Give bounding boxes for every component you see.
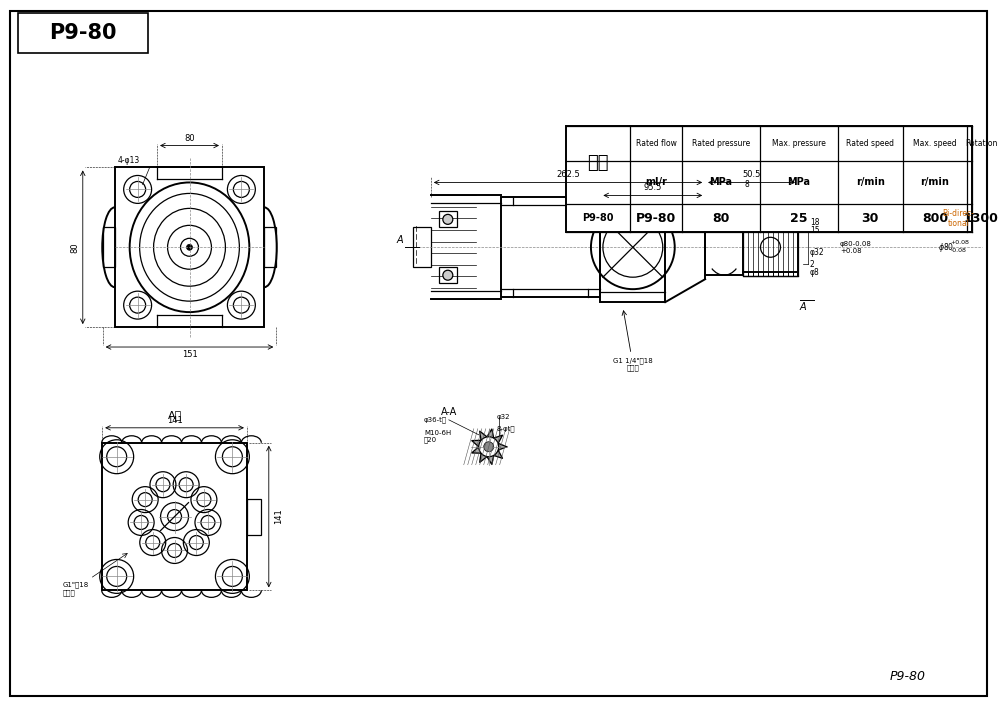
Text: Max. pressure: Max. pressure (772, 139, 826, 148)
Text: Max. speed: Max. speed (913, 139, 957, 148)
Text: $\phi$80: $\phi$80 (938, 241, 954, 254)
Text: G1 1/4"管18
进油口: G1 1/4"管18 进油口 (613, 311, 653, 371)
Text: 8-φt吔: 8-φt吔 (497, 426, 515, 433)
Circle shape (484, 442, 494, 452)
Text: G1"管18
出油口: G1"管18 出油口 (62, 554, 127, 595)
Text: M10-6H
深20: M10-6H 深20 (424, 430, 451, 443)
Bar (439, 267, 457, 284)
Text: A-A: A-A (441, 407, 457, 417)
Text: 80: 80 (71, 242, 80, 252)
Text: φ80-0.08
+0.08: φ80-0.08 +0.08 (840, 241, 872, 254)
Text: P9-80: P9-80 (582, 214, 614, 223)
Text: 8: 8 (745, 180, 749, 189)
Text: φ8: φ8 (810, 268, 820, 276)
Bar (115, 168, 264, 327)
Text: Rated pressure: Rated pressure (692, 139, 750, 148)
Bar (566, 126, 972, 233)
Text: φ32: φ32 (810, 247, 824, 257)
Text: φ36-t吔: φ36-t吔 (424, 417, 447, 423)
Circle shape (479, 437, 499, 457)
Text: 80: 80 (712, 212, 730, 225)
Text: -0.08: -0.08 (951, 247, 966, 253)
Text: 800: 800 (922, 212, 948, 225)
Text: r/min: r/min (856, 177, 885, 187)
Text: 15: 15 (810, 226, 819, 235)
Bar (18, 13, 148, 53)
Circle shape (443, 214, 453, 224)
Bar (743, 218, 798, 276)
Text: P9-80: P9-80 (636, 212, 676, 225)
Text: A向: A向 (167, 410, 182, 420)
Polygon shape (472, 429, 507, 464)
Text: 型号: 型号 (587, 153, 609, 172)
Bar (102, 443, 247, 590)
Bar (103, 228, 115, 267)
Bar (413, 228, 431, 267)
Text: 1300: 1300 (964, 212, 999, 225)
Text: 4-φ13: 4-φ13 (118, 156, 140, 165)
Text: 2: 2 (810, 259, 815, 269)
Text: Bi-direc-
tional: Bi-direc- tional (943, 209, 974, 228)
Text: ml/r: ml/r (645, 177, 667, 187)
Text: P9-80: P9-80 (49, 23, 117, 43)
Text: 151: 151 (182, 350, 197, 359)
Text: Rotation: Rotation (965, 139, 998, 148)
Text: +0.08: +0.08 (951, 240, 969, 245)
Text: A: A (396, 235, 403, 245)
Text: P9-80: P9-80 (890, 670, 926, 683)
Circle shape (187, 245, 192, 250)
Text: 18: 18 (810, 218, 819, 227)
Text: 141: 141 (274, 509, 283, 525)
Bar (439, 211, 457, 228)
Text: 30: 30 (862, 212, 879, 225)
Text: 262.5: 262.5 (556, 170, 580, 180)
Bar (705, 219, 743, 275)
Text: Rated speed: Rated speed (846, 139, 894, 148)
Text: 25: 25 (790, 212, 808, 225)
Text: 80: 80 (184, 134, 195, 143)
Text: A: A (800, 302, 807, 312)
Bar (264, 228, 276, 267)
Text: 95.5: 95.5 (644, 183, 662, 192)
Text: 141: 141 (167, 416, 182, 425)
Text: 50.5: 50.5 (742, 170, 761, 180)
Bar (501, 197, 600, 297)
Text: r/min: r/min (921, 177, 949, 187)
Bar (600, 192, 665, 302)
Text: φ32: φ32 (497, 414, 510, 420)
Bar (247, 498, 261, 534)
Text: Rated flow: Rated flow (636, 139, 677, 148)
Text: MPa: MPa (787, 177, 810, 187)
Circle shape (443, 270, 453, 280)
Text: MPa: MPa (710, 177, 733, 187)
